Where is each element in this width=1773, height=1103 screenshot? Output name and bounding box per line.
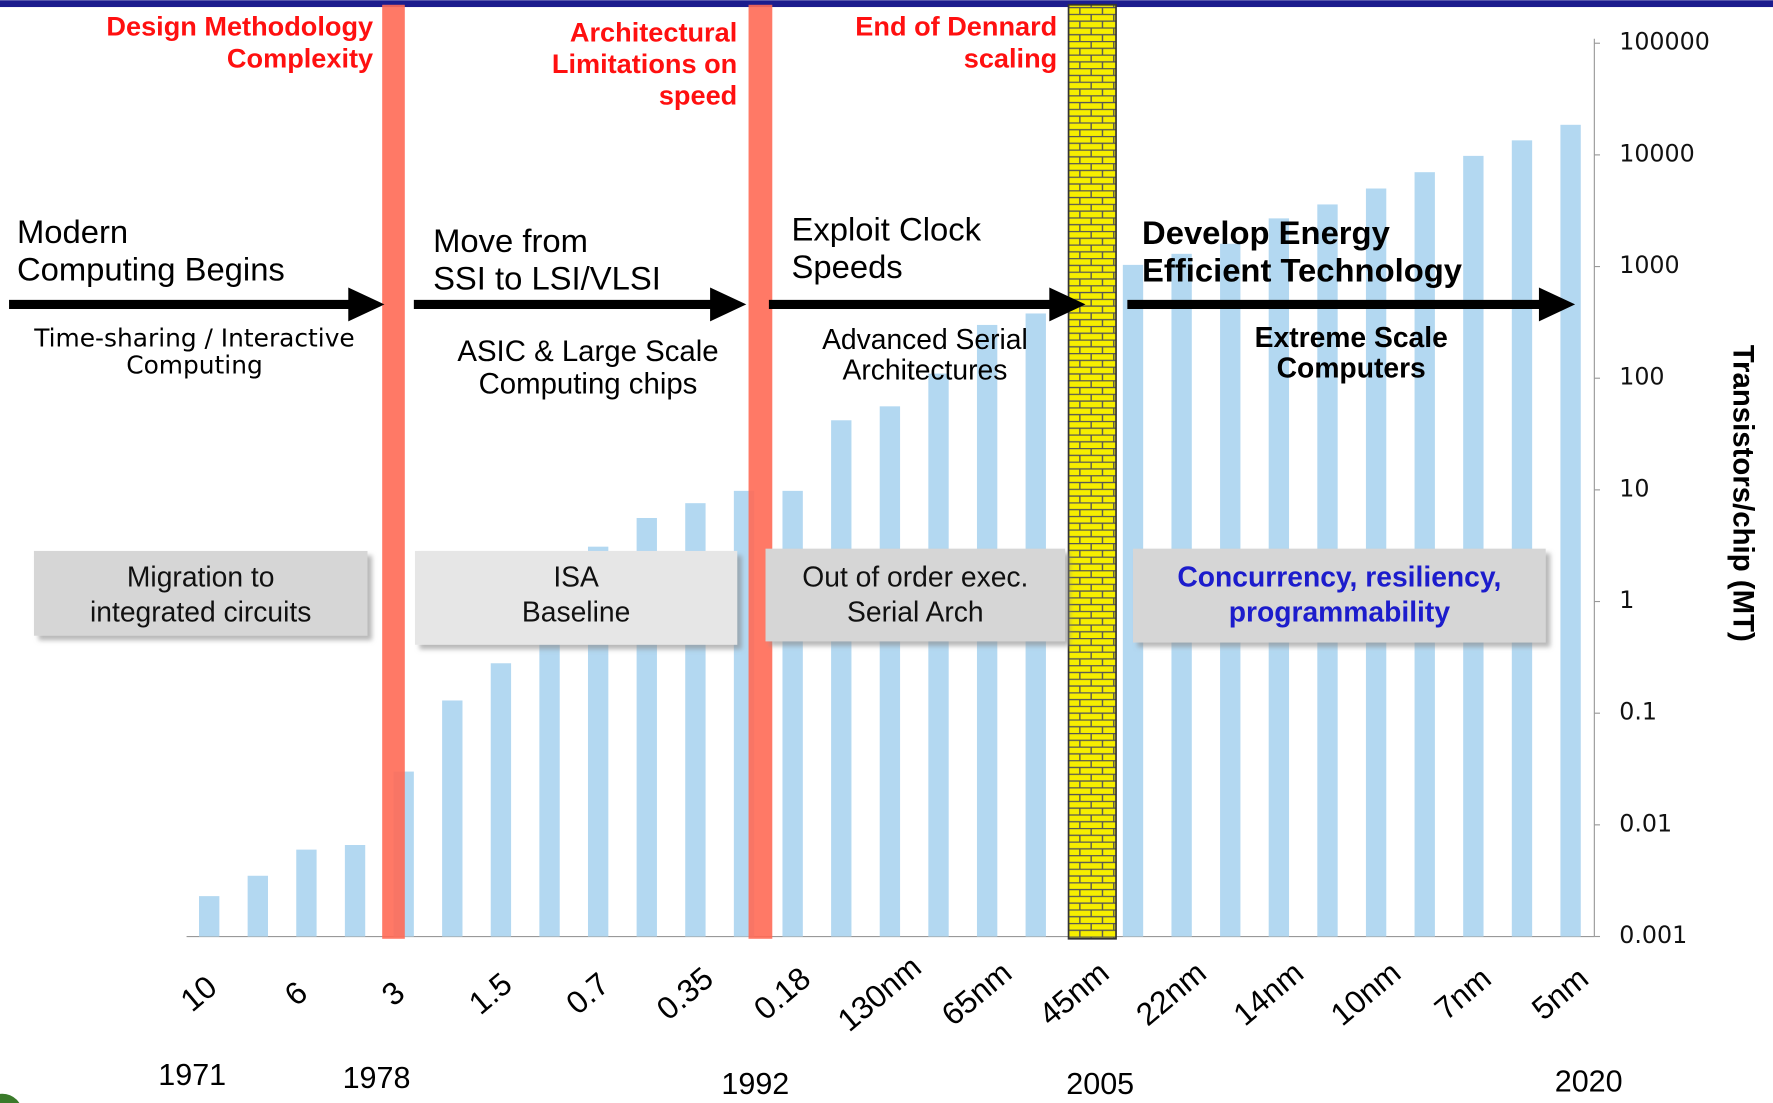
bar <box>539 592 560 937</box>
x-tick-label: 1.5 <box>462 965 519 1021</box>
box-label: programmability <box>1229 596 1451 628</box>
box-label: ISA <box>553 561 599 593</box>
bar <box>1122 264 1144 937</box>
info-box <box>765 548 1066 642</box>
box-label: Serial Arch <box>847 596 984 628</box>
y-tick-label: 10 <box>1619 474 1649 502</box>
year-label: 1971 <box>158 1058 226 1092</box>
bar <box>490 663 512 937</box>
x-tick-label: 65nm <box>934 954 1018 1032</box>
bar <box>928 373 949 937</box>
dennard-wall <box>1067 3 1117 940</box>
x-tick-label: 7nm <box>1427 960 1497 1027</box>
bar <box>247 875 268 937</box>
y-axis-label: Transistors/chip (MT) <box>1727 345 1760 642</box>
barrier-band <box>748 4 773 939</box>
bar <box>879 406 901 937</box>
year-label: 2005 <box>1066 1067 1134 1101</box>
bar <box>1463 155 1484 937</box>
phase-detail: ASIC & Large Scale <box>457 335 718 368</box>
box-label: Baseline <box>522 596 630 628</box>
x-tick-label: 130nm <box>831 948 928 1038</box>
arrow-head <box>348 287 385 322</box>
phase-detail: Advanced Serial <box>822 323 1028 355</box>
x-tick-label: 10 <box>173 968 223 1018</box>
top-strip <box>0 0 1773 8</box>
phase-heading: Exploit Clock <box>792 211 982 248</box>
bar <box>442 700 463 937</box>
phase-detail: Computers <box>1277 351 1426 383</box>
x-tick-label: 0.35 <box>649 960 719 1027</box>
logo-fragment <box>0 1093 20 1103</box>
barrier-label: Complexity <box>227 42 373 73</box>
y-tick-label: 10000 <box>1619 139 1695 167</box>
phase-heading: Computing Begins <box>17 250 285 287</box>
phase-heading: Develop Energy <box>1142 214 1391 251</box>
x-tick-label: 0.7 <box>559 965 616 1021</box>
y-tick-label: 1000 <box>1619 251 1679 279</box>
x-tick-label: 5nm <box>1525 960 1595 1027</box>
box-label: Out of order exec. <box>802 561 1028 593</box>
x-tick-label: 45nm <box>1032 954 1116 1032</box>
info-box <box>1133 548 1546 643</box>
phase-heading: Modern <box>17 213 128 250</box>
bar <box>296 849 317 937</box>
barrier-label: Limitations on <box>552 48 737 79</box>
phase-detail: Extreme Scale <box>1255 321 1448 353</box>
barrier-band <box>382 4 405 939</box>
phase-detail: Computing chips <box>479 368 698 401</box>
bar <box>831 420 852 937</box>
y-tick-label: 0.001 <box>1619 921 1687 949</box>
info-box <box>414 550 738 645</box>
bar <box>199 896 220 937</box>
info-box <box>33 550 368 636</box>
x-tick-label: 0.18 <box>747 960 817 1027</box>
phase-detail: Computing <box>126 351 263 380</box>
phase-detail: Architectures <box>843 354 1008 386</box>
x-tick-label: 3 <box>375 974 412 1013</box>
phase-heading: SSI to LSI/VLSI <box>433 259 661 296</box>
x-tick-label: 22nm <box>1129 954 1213 1032</box>
phase-heading: Move from <box>433 222 588 259</box>
barrier-label: speed <box>659 80 737 111</box>
x-tick-label: 14nm <box>1226 954 1310 1032</box>
box-label: integrated circuits <box>90 596 311 628</box>
phase-heading: Efficient Technology <box>1142 251 1463 288</box>
box-label: Migration to <box>127 561 275 593</box>
barrier-label: Design Methodology <box>106 11 373 42</box>
bar <box>1560 124 1581 937</box>
x-tick-label: 6 <box>277 974 314 1013</box>
y-tick-label: 100000 <box>1619 28 1710 56</box>
box-label: Concurrency, resiliency, <box>1177 561 1501 593</box>
y-tick-label: 1 <box>1619 586 1634 614</box>
phase-detail: Time-sharing / Interactive <box>33 323 355 352</box>
barrier-label: End of Dennard <box>855 11 1057 42</box>
y-tick-label: 0.01 <box>1619 809 1672 837</box>
arrow-head <box>710 287 747 322</box>
y-tick-label: 100 <box>1619 363 1664 391</box>
bar <box>344 845 366 937</box>
bar <box>1511 140 1533 937</box>
phase-heading: Speeds <box>792 248 903 285</box>
arrow-head <box>1538 287 1576 322</box>
barrier-label: scaling <box>964 42 1057 73</box>
x-tick-label: 10nm <box>1323 954 1407 1032</box>
y-tick-label: 0.1 <box>1619 698 1657 726</box>
arrow-head <box>1049 287 1086 322</box>
barrier-label: Architectural <box>570 16 737 47</box>
year-label: 1992 <box>721 1067 789 1101</box>
year-label: 2020 <box>1555 1065 1623 1099</box>
year-label: 1978 <box>343 1061 411 1095</box>
